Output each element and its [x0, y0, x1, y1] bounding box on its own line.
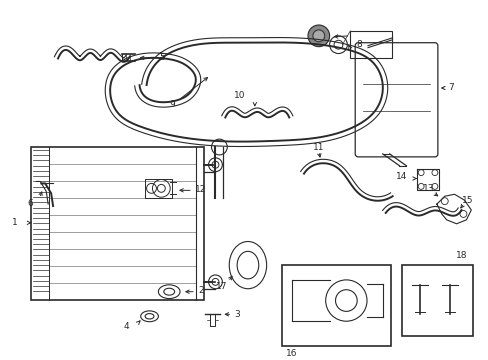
Text: 4: 4	[123, 321, 129, 330]
Text: 9: 9	[169, 100, 175, 109]
Text: 5: 5	[159, 53, 165, 62]
Text: 15: 15	[461, 196, 472, 205]
Text: 17: 17	[215, 282, 226, 291]
Text: 3: 3	[234, 310, 240, 319]
Bar	[144, 179, 172, 198]
Text: 14: 14	[395, 172, 406, 181]
Text: 1: 1	[12, 218, 18, 227]
Circle shape	[312, 30, 324, 42]
Text: 16: 16	[286, 349, 297, 358]
Circle shape	[307, 25, 329, 47]
Text: 7: 7	[448, 82, 453, 91]
Text: 6: 6	[27, 199, 33, 208]
Text: 18: 18	[455, 251, 466, 260]
Bar	[402, 265, 472, 336]
Text: 2: 2	[198, 286, 204, 295]
Bar	[349, 31, 391, 58]
Text: 12: 12	[194, 185, 206, 194]
Bar	[282, 265, 390, 346]
Text: 10: 10	[234, 91, 245, 100]
Bar	[31, 147, 203, 300]
Text: 13: 13	[422, 184, 434, 193]
Text: 11: 11	[312, 143, 324, 152]
Text: 8: 8	[355, 40, 361, 49]
